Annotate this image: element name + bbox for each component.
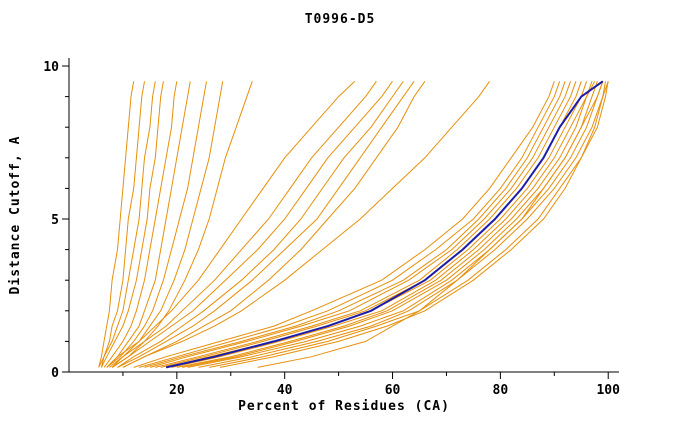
model-curve [160, 81, 582, 368]
model-curve [171, 81, 593, 368]
y-tick-label: 10 [43, 60, 59, 75]
model-curve [106, 81, 191, 368]
model-curve [117, 81, 404, 368]
model-curve [98, 81, 135, 368]
model-curve [149, 81, 571, 368]
model-curve [144, 81, 566, 368]
model-curve [209, 81, 609, 368]
model-curve [98, 81, 156, 368]
y-tick-label: 5 [51, 213, 59, 228]
x-tick-label: 40 [277, 383, 293, 398]
model-curve [219, 81, 609, 368]
model-curve [176, 81, 596, 368]
model-curve [117, 81, 415, 368]
model-curve [106, 80, 356, 368]
model-curve [155, 81, 577, 368]
model-curve [111, 81, 377, 368]
x-tick-label: 100 [596, 383, 620, 398]
best-model-curve [165, 80, 604, 369]
model-curve [198, 81, 606, 368]
x-axis-label: Percent of Residues (CA) [238, 399, 450, 414]
model-curve [103, 81, 178, 368]
x-tick-label: 20 [169, 383, 185, 398]
model-curve [122, 81, 426, 368]
model-curve [133, 81, 555, 368]
chart-title: T0996-D5 [304, 12, 376, 27]
model-curve [100, 81, 145, 368]
model-curve [165, 81, 588, 368]
model-curve [100, 81, 164, 368]
model-curve [138, 81, 561, 368]
model-curve [106, 81, 207, 368]
model-curve [111, 81, 393, 368]
model-curve [111, 81, 253, 368]
x-tick-label: 60 [385, 383, 401, 398]
model-curve [122, 81, 491, 368]
x-tick-label: 80 [493, 383, 509, 398]
model-curve [257, 81, 604, 368]
y-tick-label: 0 [51, 366, 59, 381]
